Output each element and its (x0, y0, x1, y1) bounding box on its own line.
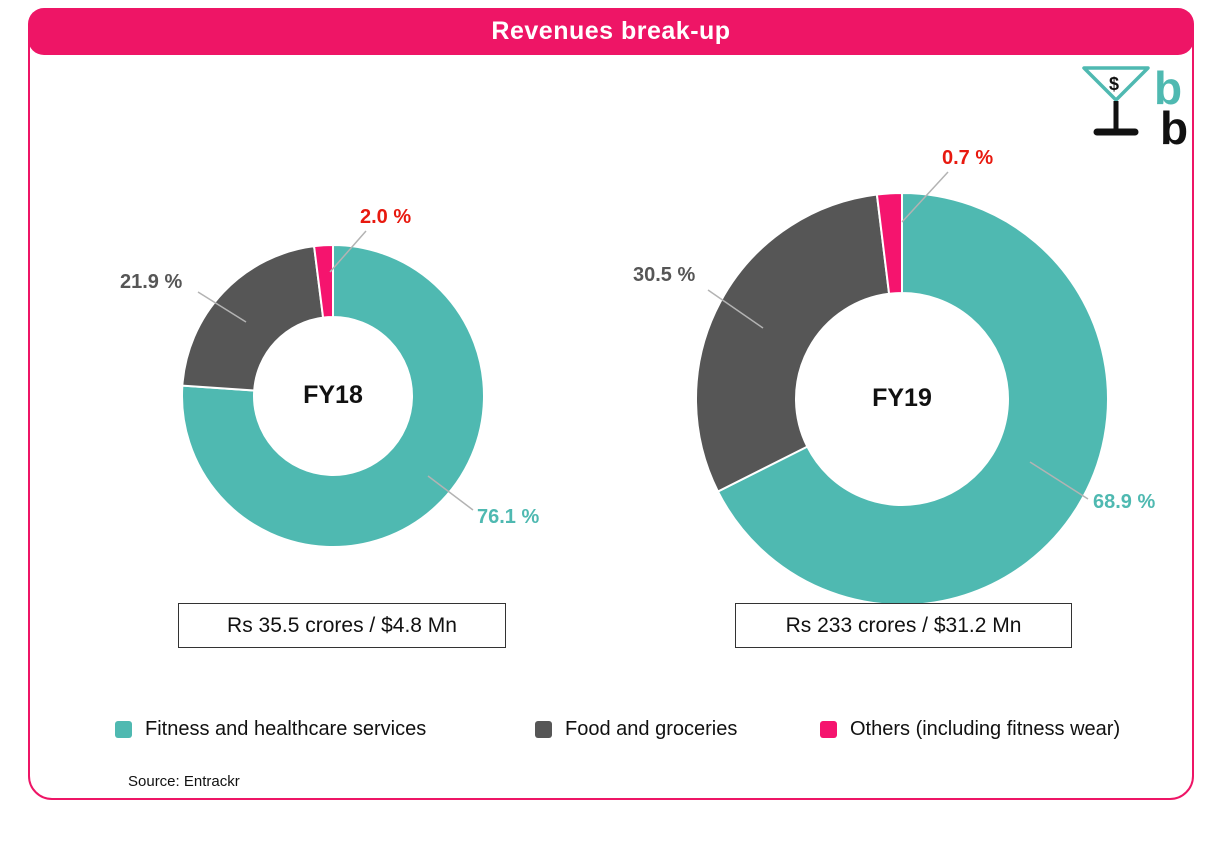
donut-slice-fy19-1 (695, 193, 891, 493)
legend-label-others: Others (including fitness wear) (850, 718, 1121, 740)
fy18-food-pct-label: 21.9 % (120, 271, 183, 293)
page-title: Revenues break-up (491, 17, 731, 45)
leader-line-fy19-fitness (1029, 461, 1089, 500)
leader-line-fy18-fitness (427, 475, 474, 511)
header-bar: Revenues break-up (28, 8, 1194, 55)
logo-dollar-sign: $ (1109, 74, 1119, 94)
fy19-fitness-pct-label: 68.9 % (1093, 491, 1156, 513)
fy19-others-pct-label: 0.7 % (942, 147, 994, 169)
martini-glass-icon (1082, 66, 1150, 102)
fy18-fitness-pct-label: 76.1 % (477, 506, 540, 528)
donut-slice-fy18-2 (312, 243, 334, 319)
leader-line-fy19-others (901, 171, 949, 223)
revenues-card: Revenues break-up $ b b (28, 8, 1194, 800)
donut-slice-fy18-1 (181, 245, 325, 392)
source-text: Source: Entrackr (128, 773, 240, 790)
leader-lines (197, 171, 1089, 511)
fy18-center-label: FY18 (303, 381, 363, 409)
fy18-revenue-box: Rs 35.5 crores / $4.8 Mn (178, 603, 506, 648)
fy19-food-pct-label: 30.5 % (633, 264, 696, 286)
logo-letter-b-teal: b (1154, 64, 1182, 114)
fy19-revenue-box: Rs 233 crores / $31.2 Mn (735, 603, 1072, 648)
legend-swatch-food (535, 721, 552, 738)
leader-line-fy18-food (197, 291, 247, 323)
brand-logo: $ b b (1074, 62, 1204, 154)
legend-item-fitness: Fitness and healthcare services (115, 718, 426, 741)
legend-item-others: Others (including fitness wear) (820, 718, 1120, 741)
logo-letter-b-black: b (1160, 102, 1188, 154)
leader-line-fy18-others (329, 230, 367, 273)
legend-swatch-others (820, 721, 837, 738)
legend-swatch-fitness (115, 721, 132, 738)
legend-item-food: Food and groceries (535, 718, 737, 741)
martini-glass-logo-svg: $ b b (1082, 62, 1188, 154)
fy19-center-label: FY19 (872, 384, 932, 412)
fy18-others-pct-label: 2.0 % (360, 206, 412, 228)
legend-label-food: Food and groceries (565, 718, 738, 740)
leader-line-fy19-food (707, 289, 764, 329)
donut-slice-fy19-2 (875, 191, 903, 295)
legend-label-fitness: Fitness and healthcare services (145, 718, 427, 740)
